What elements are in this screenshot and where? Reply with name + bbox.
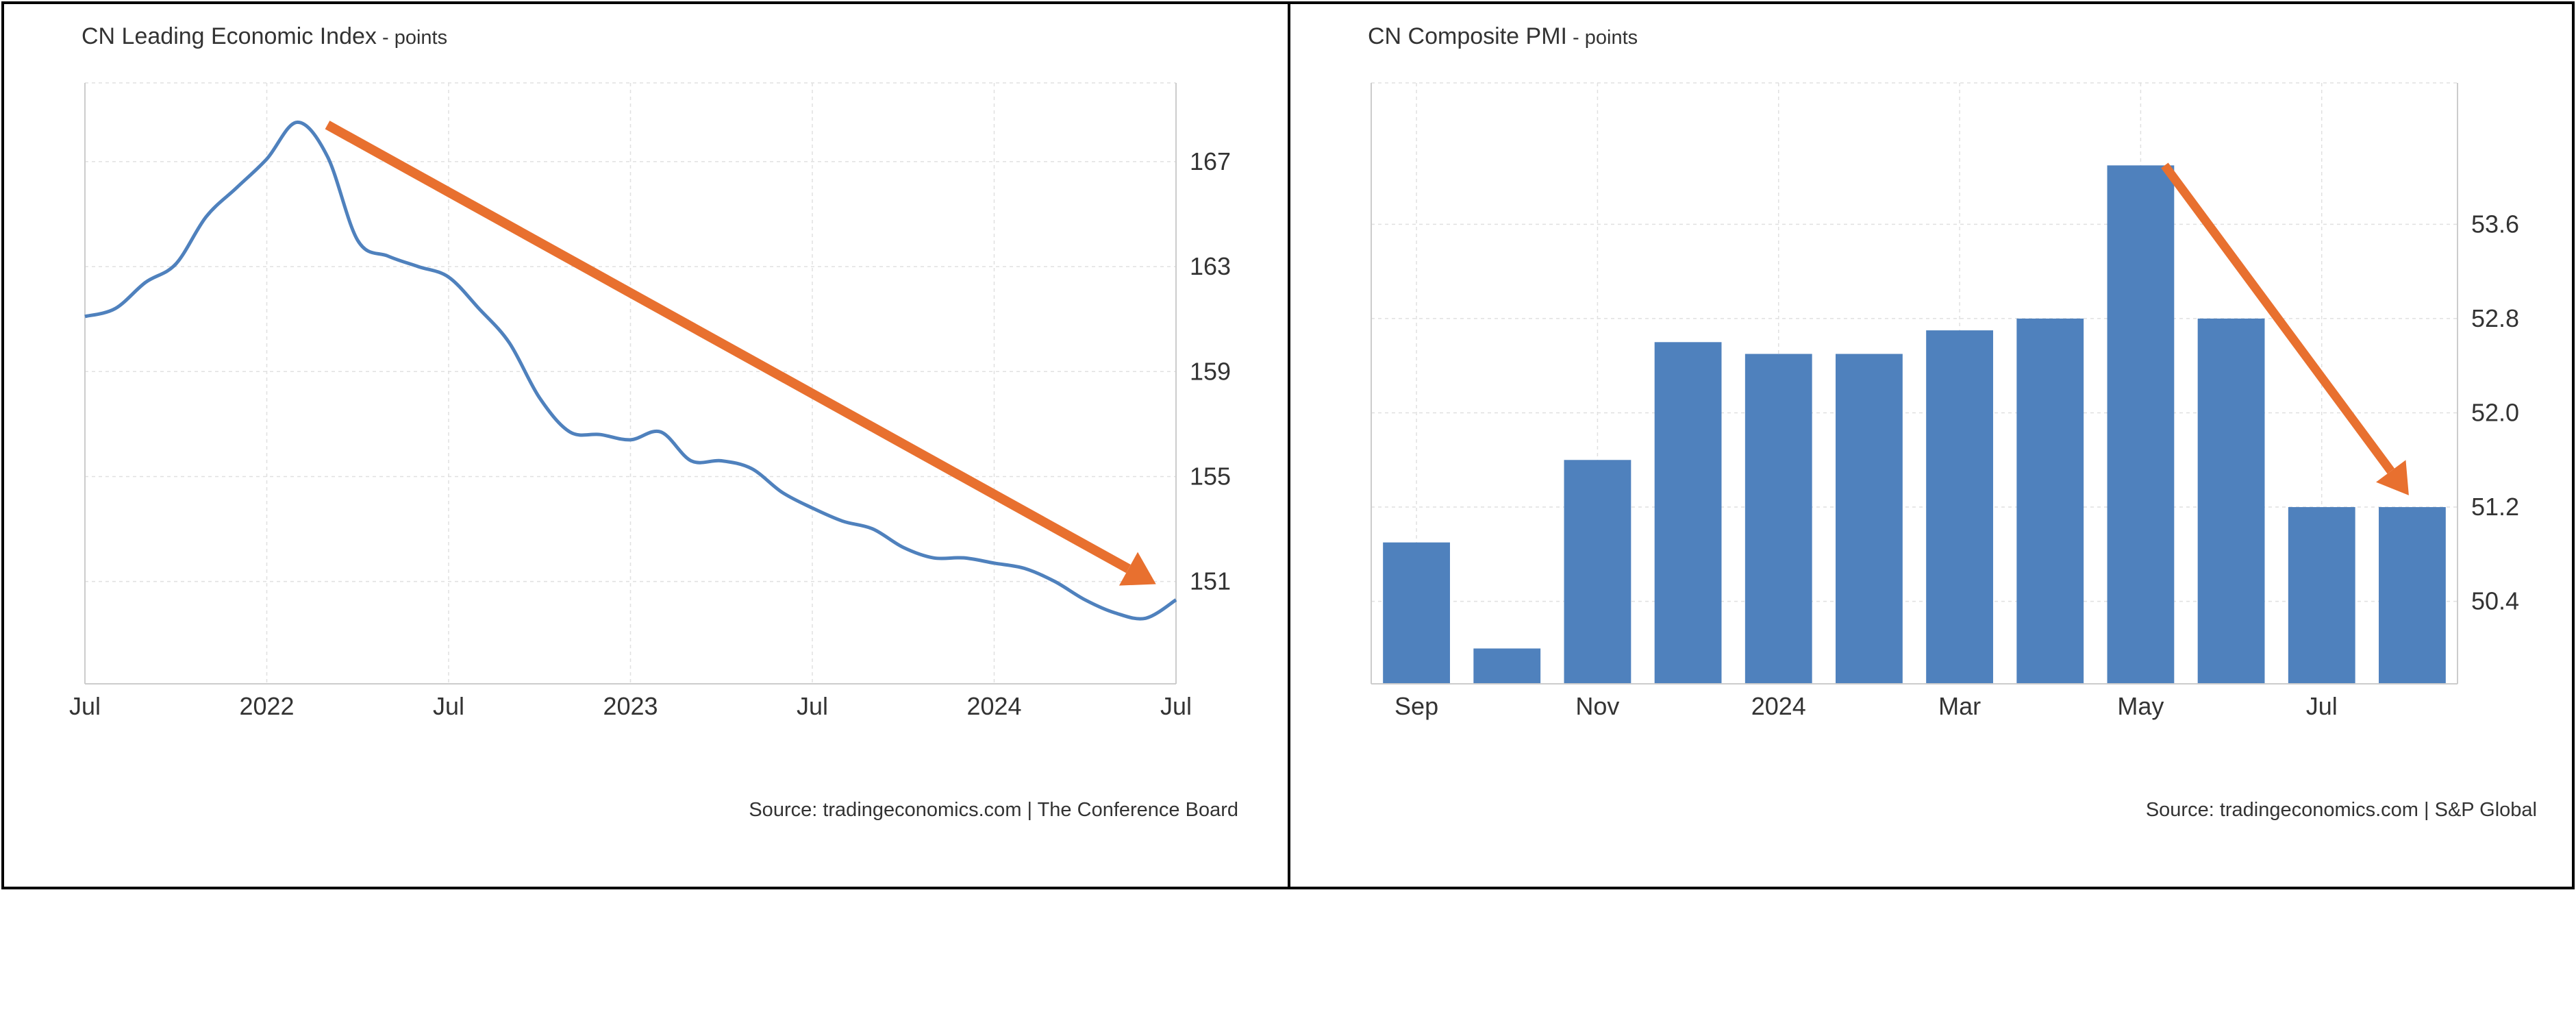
lei-trend-arrow — [325, 121, 1156, 586]
pmi-bar — [1745, 354, 1812, 684]
pmi-x-tick-label: May — [2117, 692, 2164, 720]
lei-x-tick-label: Jul — [797, 692, 828, 720]
pmi-x-tick-label: Jul — [2306, 692, 2338, 720]
lei-series-line — [84, 120, 1177, 621]
lei-y-tick-label: 151 — [1190, 567, 1231, 595]
lei-y-tick-label: 167 — [1190, 147, 1231, 175]
pmi-x-tick-label: 2024 — [1751, 692, 1806, 720]
pmi-bar — [1926, 330, 1993, 684]
pmi-x-tick-label: Nov — [1575, 692, 1619, 720]
lei-chart-title: CN Leading Economic Index - points — [82, 23, 447, 50]
pmi-trend-arrow-shaft — [2161, 162, 2394, 474]
pmi-bar — [1836, 354, 1903, 684]
pmi-title-unit: - points — [1566, 27, 1638, 49]
pmi-y-tick-label: 50.4 — [2471, 587, 2519, 615]
pmi-chart-panel: CN Composite PMI - points 50.4 51.2 52.0 52… — [1288, 1, 2575, 889]
pmi-bar — [2197, 318, 2265, 684]
pmi-bars — [1383, 165, 2446, 684]
lei-y-tick-label: 155 — [1190, 462, 1231, 490]
pmi-bar — [2288, 507, 2355, 684]
lei-y-tick-label: 163 — [1190, 252, 1231, 280]
lei-x-tick-label: 2024 — [966, 692, 1021, 720]
lei-chart-panel: CN Leading Economic Index - points 151 15… — [1, 1, 1290, 889]
lei-y-tick-label: 159 — [1190, 357, 1231, 385]
lei-title-text: CN Leading Economic Index — [82, 23, 377, 49]
lei-x-tick-label: 2022 — [239, 692, 294, 720]
pmi-bar — [1654, 342, 1722, 684]
pmi-y-tick-label: 52.8 — [2471, 304, 2519, 332]
pmi-bar — [2016, 318, 2084, 684]
lei-trend-arrow-head — [1118, 552, 1156, 586]
pmi-x-tick-label: Mar — [1938, 692, 1981, 720]
lei-x-tick-label: Jul — [69, 692, 101, 720]
lei-gridlines — [84, 82, 1177, 684]
lei-line-chart: 151 155 159 163 167 Jul 2022 Jul 2023 Jul 2024 Jul — [69, 82, 1231, 720]
pmi-trend-arrow — [2161, 162, 2409, 495]
pmi-bar — [1473, 648, 1541, 684]
lei-x-tick-label: Jul — [1160, 692, 1192, 720]
pmi-chart-title: CN Composite PMI - points — [1368, 23, 1638, 50]
lei-source-note: Source: tradingeconomics.com | The Confe… — [749, 799, 1238, 821]
pmi-bar — [1564, 460, 1631, 684]
pmi-y-tick-label: 51.2 — [2471, 493, 2519, 521]
pmi-trend-arrow-head — [2376, 460, 2409, 495]
pmi-bar-chart: 50.4 51.2 52.0 52.8 53.6 Sep Nov 2024 Mar May Jul — [1371, 82, 2519, 720]
pmi-y-tick-label: 52.0 — [2471, 398, 2519, 426]
lei-x-tick-label: 2023 — [603, 692, 658, 720]
lei-x-tick-label: Jul — [433, 692, 464, 720]
pmi-bar — [2379, 507, 2446, 684]
pmi-x-tick-label: Sep — [1395, 692, 1438, 720]
pmi-title-text: CN Composite PMI — [1368, 23, 1567, 49]
lei-title-unit: - points — [376, 27, 448, 49]
pmi-bar — [2107, 165, 2175, 684]
pmi-bar — [1383, 542, 1450, 684]
pmi-source-note: Source: tradingeconomics.com | S&P Globa… — [2145, 799, 2537, 821]
pmi-y-tick-label: 53.6 — [2471, 210, 2519, 238]
lei-trend-arrow-shaft — [325, 121, 1131, 574]
